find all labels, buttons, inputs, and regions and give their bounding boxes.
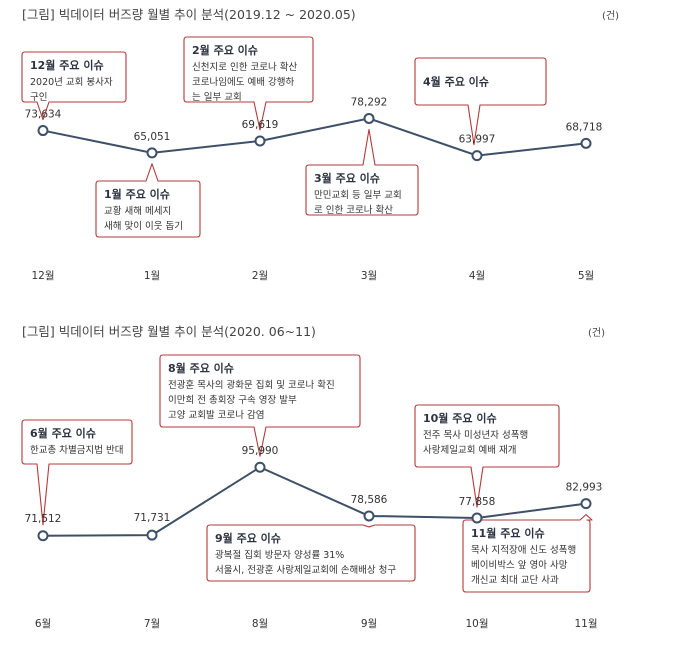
- data-point: [363, 510, 375, 522]
- value-label: 71,731: [134, 512, 171, 524]
- callout-text: 한교총 차별금지법 반대: [30, 444, 123, 456]
- callout-text: 교황 새해 메세지: [104, 205, 171, 217]
- chart-title: [그림] 빅데이터 버즈량 월별 추이 분석(2020. 06~11): [22, 324, 316, 339]
- callout-title: 12월 주요 이슈: [30, 58, 104, 72]
- callout-box: [159, 354, 361, 457]
- x-tick-label: 4월: [469, 270, 485, 282]
- callout-text: 고양 교회발 코로나 감염: [168, 409, 264, 421]
- chart-2: [그림] 빅데이터 버즈량 월별 추이 분석(2020. 06~11) (건) 6월…: [21, 324, 605, 630]
- series-line: [42, 466, 587, 537]
- value-label: 77,858: [459, 496, 496, 508]
- unit-label: (건): [588, 327, 605, 339]
- callout-box: [95, 163, 201, 238]
- callout-title: 8월 주요 이슈: [168, 361, 234, 375]
- data-point: [580, 137, 592, 149]
- x-tick-label: 6월: [35, 618, 51, 630]
- data-point: [471, 150, 483, 162]
- callout-box: [414, 57, 547, 146]
- value-label: 95,990: [242, 445, 279, 457]
- x-tick-label: 12월: [31, 270, 54, 282]
- data-point: [146, 147, 158, 159]
- x-tick-label: 3월: [361, 270, 377, 282]
- callout-text: 이만희 전 총회장 구속 영장 발부: [168, 395, 297, 406]
- series-line: [42, 117, 587, 157]
- x-tick-label: 11월: [574, 618, 597, 630]
- callout-text: 코로나임에도 예배 강행하: [192, 76, 294, 88]
- data-point: [254, 461, 266, 473]
- callout-text: 로 인한 코로나 확산: [314, 204, 393, 216]
- chart-title: [그림] 빅데이터 버즈량 월별 추이 분석(2019.12 ~ 2020.05…: [22, 7, 356, 22]
- callout-text: 신천지로 인한 코로나 확산: [192, 61, 297, 73]
- unit-label: (건): [602, 10, 619, 22]
- callout-text: 전광훈 목사의 광화문 집회 및 코로나 확진: [168, 379, 335, 391]
- callout-box: [21, 51, 127, 121]
- data-point: [37, 530, 49, 542]
- data-point: [363, 112, 375, 124]
- callout-title: 11월 주요 이슈: [471, 526, 545, 540]
- callout-text: 2020년 교회 봉사자: [30, 77, 113, 88]
- data-point: [580, 498, 592, 510]
- data-point: [37, 125, 49, 137]
- value-label: 68,718: [566, 121, 603, 133]
- x-tick-label: 10월: [465, 618, 488, 630]
- callout-text: 구인: [30, 92, 47, 103]
- callout-box: [183, 36, 314, 131]
- callout-text: 만민교회 등 일부 교회: [314, 190, 402, 201]
- data-point: [471, 512, 483, 524]
- value-label: 71,512: [25, 513, 62, 525]
- callout-box: [414, 404, 560, 508]
- callout-title: 9월 주요 이슈: [215, 531, 281, 545]
- chart-1: [그림] 빅데이터 버즈량 월별 추이 분석(2019.12 ~ 2020.05…: [21, 7, 619, 282]
- value-label: 65,051: [134, 131, 171, 143]
- callout-box: [462, 514, 593, 593]
- callout-text: 개신교 최대 교단 사과: [471, 575, 559, 586]
- callout-box: [21, 419, 133, 526]
- x-tick-label: 9월: [361, 618, 377, 630]
- callout-text: 베이비박스 앞 영아 사망: [471, 559, 568, 571]
- callout-title: 1월 주요 이슈: [104, 187, 170, 201]
- value-label: 78,292: [351, 96, 388, 108]
- value-label: 69,619: [242, 119, 279, 131]
- callout-title: 4월 주요 이슈: [423, 75, 489, 89]
- x-tick-label: 7월: [144, 618, 160, 630]
- callout-box: [206, 524, 416, 582]
- callout-box: [305, 128, 419, 216]
- value-label: 73,634: [25, 109, 62, 121]
- x-tick-label: 2월: [252, 270, 268, 282]
- callout-title: 10월 주요 이슈: [423, 411, 497, 425]
- data-point: [254, 135, 266, 147]
- value-label: 63,997: [459, 134, 496, 146]
- x-tick-label: 5월: [578, 270, 594, 282]
- value-label: 82,993: [566, 482, 603, 494]
- callout-5: 4월 주요 이슈: [414, 57, 547, 146]
- x-tick-label: 8월: [252, 618, 268, 630]
- value-label: 78,586: [351, 494, 388, 506]
- data-point: [146, 529, 158, 541]
- callout-title: 3월 주요 이슈: [314, 171, 380, 185]
- callout-text: 새해 맞이 이웃 돕기: [104, 220, 183, 232]
- callout-text: 사랑제일교회 예배 재개: [423, 444, 516, 456]
- x-tick-label: 1월: [144, 270, 160, 282]
- callout-title: 2월 주요 이슈: [192, 43, 258, 57]
- callout-text: 전주 목사 미성년자 성폭행: [423, 429, 528, 441]
- callout-text: 는 일부 교회: [192, 92, 242, 103]
- callout-text: 서울시, 전광훈 사랑제일교회에 손해배상 청구: [215, 564, 396, 576]
- callout-text: 광복절 집회 방문자 양성률 31%: [215, 549, 344, 561]
- callout-title: 6월 주요 이슈: [30, 426, 96, 440]
- callout-text: 목사 지적장애 신도 성폭행: [471, 544, 576, 556]
